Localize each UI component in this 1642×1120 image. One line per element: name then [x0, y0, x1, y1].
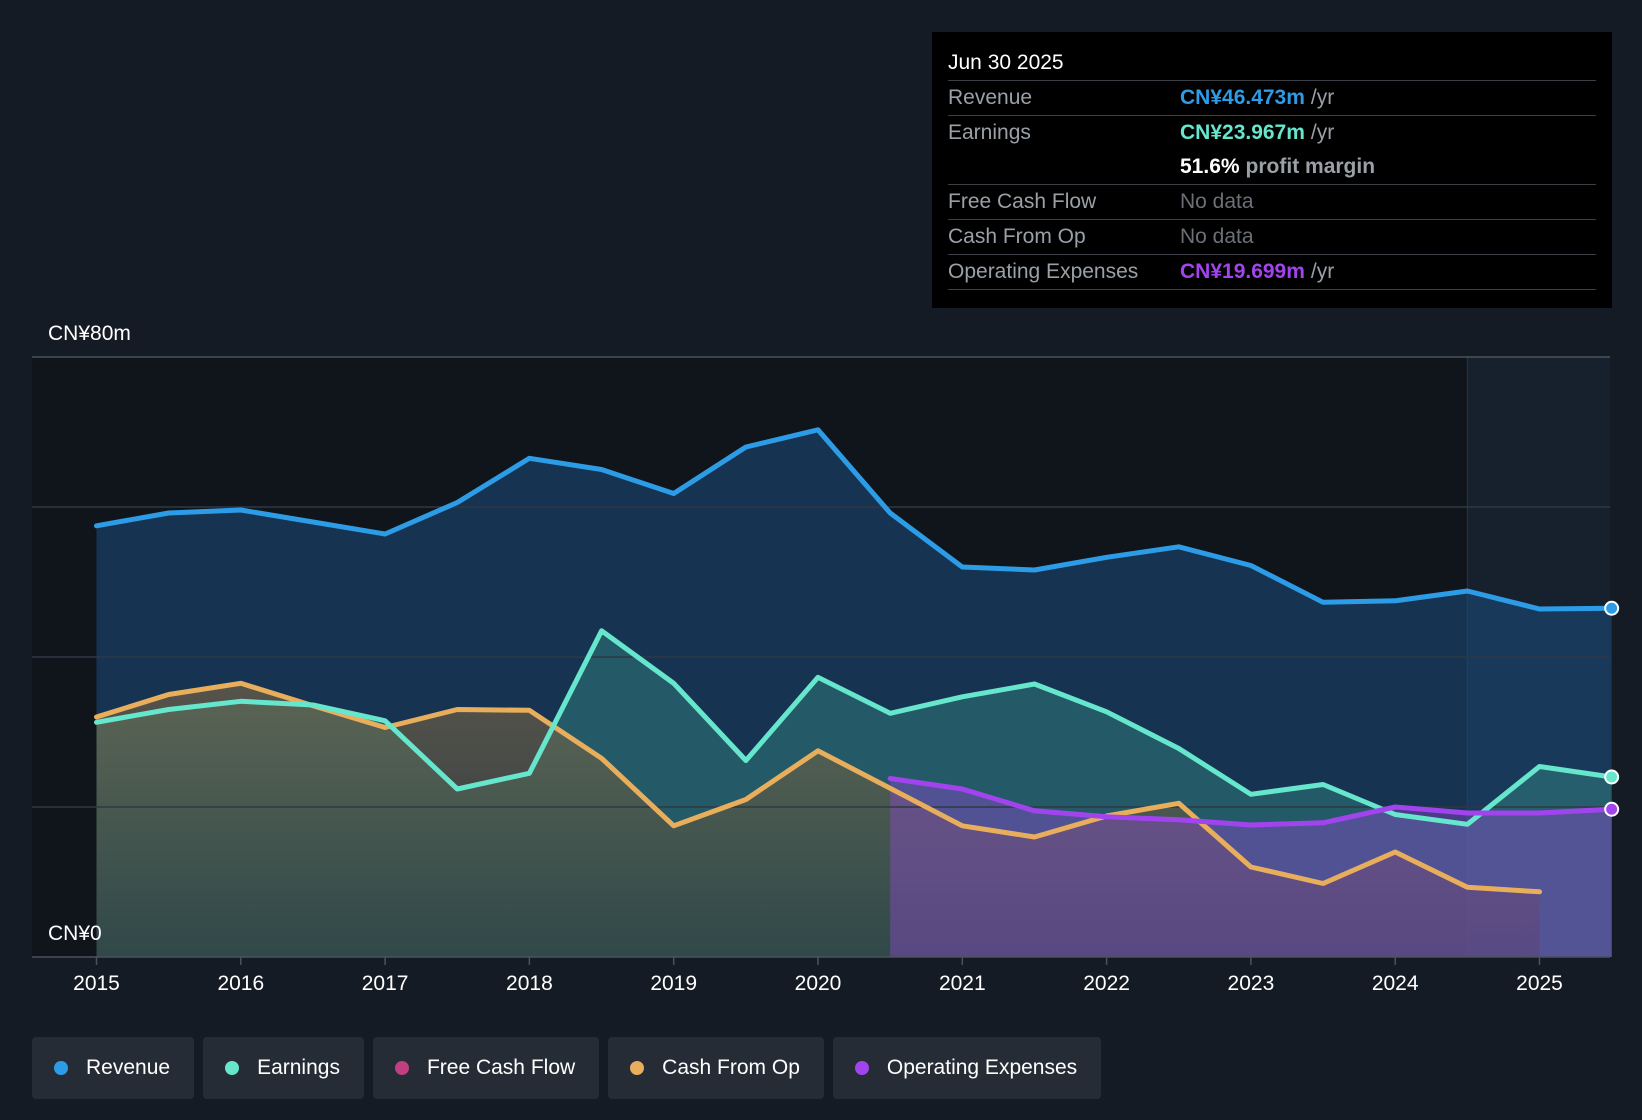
- legend-dot-icon: [630, 1061, 645, 1075]
- legend-dot-icon: [225, 1061, 240, 1075]
- tooltip-label: Earnings: [948, 121, 1031, 144]
- tooltip-value: 51.6%: [1180, 155, 1240, 178]
- legend: Revenue Earnings Free Cash Flow Cash Fro…: [32, 1037, 1102, 1099]
- line-revenue: [94, 427, 1615, 612]
- x-tick-label: 2020: [795, 972, 842, 995]
- tooltip-value: No data: [1180, 225, 1254, 248]
- tooltip-date: Jun 30 2025: [948, 51, 1064, 74]
- tooltip-label-empty: [948, 150, 1180, 184]
- end-point-revenue: [1604, 600, 1620, 616]
- y-axis-top-label: CN¥80m: [48, 322, 131, 345]
- tooltip-row-earnings: Earnings CN¥23.967m /yr: [948, 115, 1596, 150]
- legend-item-revenue[interactable]: Revenue: [32, 1037, 195, 1099]
- legend-item-free-cash-flow[interactable]: Free Cash Flow: [372, 1037, 600, 1099]
- x-tick-label: 2021: [939, 972, 986, 995]
- tooltip-label: Cash From Op: [948, 225, 1086, 248]
- y-axis-bottom-label: CN¥0: [48, 922, 102, 945]
- legend-label: Revenue: [86, 1056, 171, 1079]
- tooltip-value: No data: [1180, 190, 1254, 213]
- x-tick-label: 2019: [650, 972, 697, 995]
- legend-label: Cash From Op: [662, 1056, 800, 1079]
- line-operating-expenses: [887, 776, 1615, 828]
- area-cash-from-op: [96, 683, 1540, 957]
- legend-dot-icon: [54, 1061, 68, 1075]
- tooltip-row-cfo: Cash From Op No data: [948, 219, 1596, 254]
- legend-label: Earnings: [257, 1056, 340, 1079]
- line-earnings: [94, 628, 1615, 827]
- tooltip-row-revenue: Revenue CN¥46.473m /yr: [948, 80, 1596, 115]
- x-tick-label: 2017: [362, 972, 409, 995]
- line-cash-from-op: [94, 680, 1542, 895]
- tooltip-label: Revenue: [948, 86, 1033, 109]
- legend-dot-icon: [394, 1061, 409, 1075]
- tooltip-value: CN¥46.473m: [1180, 86, 1305, 109]
- legend-item-cash-from-op[interactable]: Cash From Op: [608, 1037, 824, 1099]
- tooltip-unit: profit margin: [1245, 155, 1376, 178]
- x-tick-label: 2016: [217, 972, 264, 995]
- x-tick-label: 2023: [1228, 972, 1275, 995]
- tooltip-label: Free Cash Flow: [948, 190, 1097, 213]
- legend-item-operating-expenses[interactable]: Operating Expenses: [832, 1037, 1102, 1099]
- x-tick-label: 2018: [506, 972, 553, 995]
- end-point-earnings: [1604, 769, 1620, 785]
- tooltip-label: Operating Expenses: [948, 260, 1139, 283]
- legend-label: Free Cash Flow: [426, 1056, 576, 1079]
- x-tick-label: 2015: [73, 972, 120, 995]
- tooltip-panel: Jun 30 2025 Revenue CN¥46.473m /yr Earni…: [932, 32, 1612, 308]
- tooltip-row-fcf: Free Cash Flow No data: [948, 184, 1596, 219]
- tooltip-unit: /yr: [1310, 260, 1335, 283]
- tooltip-row-margin: 51.6% profit margin: [948, 150, 1596, 184]
- tooltip-unit: /yr: [1310, 121, 1335, 144]
- tooltip-value: CN¥19.699m: [1180, 260, 1305, 283]
- tooltip-unit: /yr: [1310, 86, 1335, 109]
- legend-item-earnings[interactable]: Earnings: [203, 1037, 364, 1099]
- tooltip-row-opex: Operating Expenses CN¥19.699m /yr: [948, 254, 1596, 290]
- x-tick-label: 2022: [1083, 972, 1130, 995]
- tooltip-value: CN¥23.967m: [1180, 121, 1305, 144]
- legend-label: Operating Expenses: [886, 1056, 1078, 1079]
- x-tick-label: 2025: [1516, 972, 1563, 995]
- end-point-operating-expenses: [1604, 801, 1620, 817]
- legend-dot-icon: [854, 1061, 869, 1075]
- x-tick-label: 2024: [1372, 972, 1419, 995]
